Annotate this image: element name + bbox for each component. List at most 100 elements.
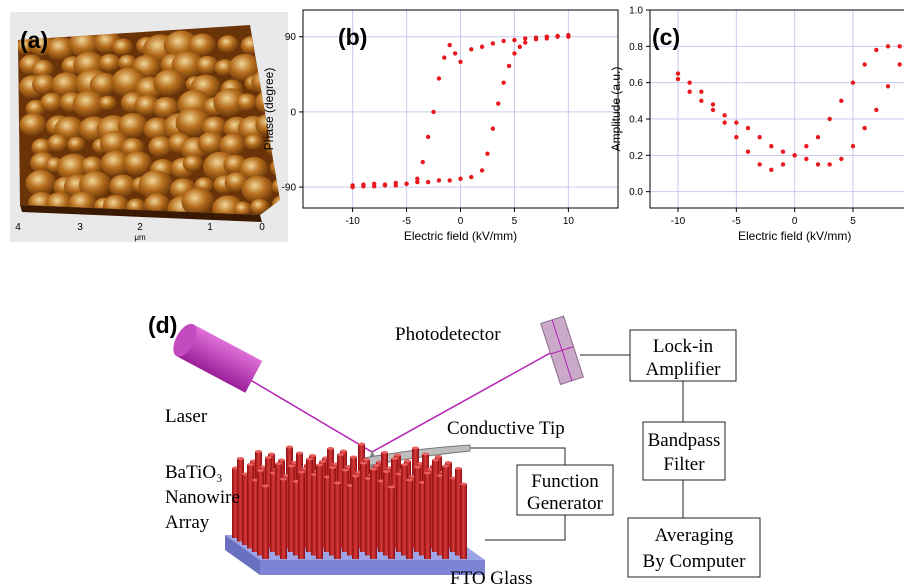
nanowire-top [334, 482, 341, 485]
data-point [839, 157, 843, 161]
nanowire-top [358, 443, 365, 446]
nanowire-top [352, 475, 359, 478]
nanowire-top [422, 453, 429, 456]
nanowire-top [406, 479, 413, 482]
nanowire-top [319, 460, 326, 463]
afm-x-label: 2 [137, 222, 143, 233]
afm-x-label: 3 [77, 222, 83, 233]
nanowire-top [445, 461, 452, 464]
nanowire-top [363, 458, 370, 461]
afm-x-label: 0 [259, 222, 265, 233]
data-point [491, 41, 495, 45]
data-point [816, 162, 820, 166]
nanowire [298, 472, 305, 559]
diagram-label: Bandpass [648, 430, 721, 451]
diagram-label: Function [531, 471, 599, 492]
data-point [442, 55, 446, 59]
data-point [839, 99, 843, 103]
data-point [897, 44, 901, 48]
nanowire-top [401, 463, 408, 466]
nanowire-top [370, 468, 377, 471]
data-point [545, 35, 549, 39]
afm-grain [47, 134, 69, 152]
nanowire-top [275, 462, 282, 465]
data-point [361, 184, 365, 188]
x-axis-label: Electric field (kV/mm) [738, 229, 851, 243]
afm-grain [19, 113, 47, 137]
nanowire-top [360, 462, 367, 465]
nanowire [262, 486, 269, 559]
nanowire [388, 487, 395, 559]
data-point [699, 90, 703, 94]
nanowire [442, 466, 449, 559]
x-tick-label: -10 [671, 216, 686, 227]
data-point [566, 33, 570, 37]
data-point [415, 177, 419, 181]
data-point [426, 135, 430, 139]
data-point [734, 120, 738, 124]
y-tick-label: 1.0 [629, 6, 643, 17]
data-point [518, 45, 522, 49]
afm-grain [112, 39, 133, 57]
diagram-label: Averaging [655, 525, 734, 546]
y-tick-label: 0.4 [629, 114, 643, 125]
laser [169, 320, 263, 393]
x-tick-label: 5 [850, 216, 856, 227]
diagram-label: Photodetector [395, 324, 501, 345]
data-point [469, 47, 473, 51]
afm-grain [181, 188, 214, 216]
nanowire-top [288, 465, 295, 468]
nanowire [280, 479, 287, 559]
data-point [757, 162, 761, 166]
data-point [781, 162, 785, 166]
x-tick-label: 0 [458, 216, 464, 227]
nanowire-top [424, 472, 431, 475]
data-point [687, 80, 691, 84]
nanowire-top [412, 447, 419, 450]
data-point [512, 51, 516, 55]
nanowire-top [265, 456, 272, 459]
nanowires [232, 443, 467, 560]
x-tick-label: 10 [563, 216, 575, 227]
nanowire-top [255, 450, 262, 453]
y-axis-label: Amplitude (a.u.) [609, 67, 623, 152]
nanowire-top [298, 471, 305, 474]
afm-grain [153, 69, 185, 96]
data-point [886, 84, 890, 88]
data-point [676, 71, 680, 75]
afm-grain [244, 134, 263, 150]
data-point [757, 135, 761, 139]
data-point [480, 168, 484, 172]
y-tick-label: 0.8 [629, 42, 643, 53]
diagram-label: By Computer [643, 551, 747, 572]
panel-label: (c) [652, 24, 680, 50]
data-point [804, 157, 808, 161]
diagram-label: BaTiO₃ [165, 462, 223, 483]
diagram-label: Generator [527, 493, 604, 514]
data-point [350, 185, 354, 189]
nanowire [424, 473, 431, 559]
nanowire [370, 469, 377, 559]
data-point [711, 102, 715, 106]
x-axis-label: Electric field (kV/mm) [404, 229, 517, 243]
nanowire-top [432, 459, 439, 462]
y-axis-label: Phase (degree) [262, 68, 276, 151]
data-point [458, 177, 462, 181]
y-tick-label: 0.2 [629, 151, 643, 162]
afm-x-label: 4 [15, 222, 21, 233]
nanowire-top [247, 463, 254, 466]
data-point [804, 144, 808, 148]
plot-frame [650, 10, 904, 208]
data-point [480, 45, 484, 49]
nanowire-top [394, 454, 401, 457]
nanowire-top [309, 454, 316, 457]
nanowire-top [340, 450, 347, 453]
nanowire-top [391, 457, 398, 460]
connector [470, 448, 565, 465]
diagram-label: Array [165, 512, 210, 533]
data-point [448, 178, 452, 182]
data-point [372, 184, 376, 188]
data-point [496, 101, 500, 105]
nanowire-top [278, 459, 285, 462]
